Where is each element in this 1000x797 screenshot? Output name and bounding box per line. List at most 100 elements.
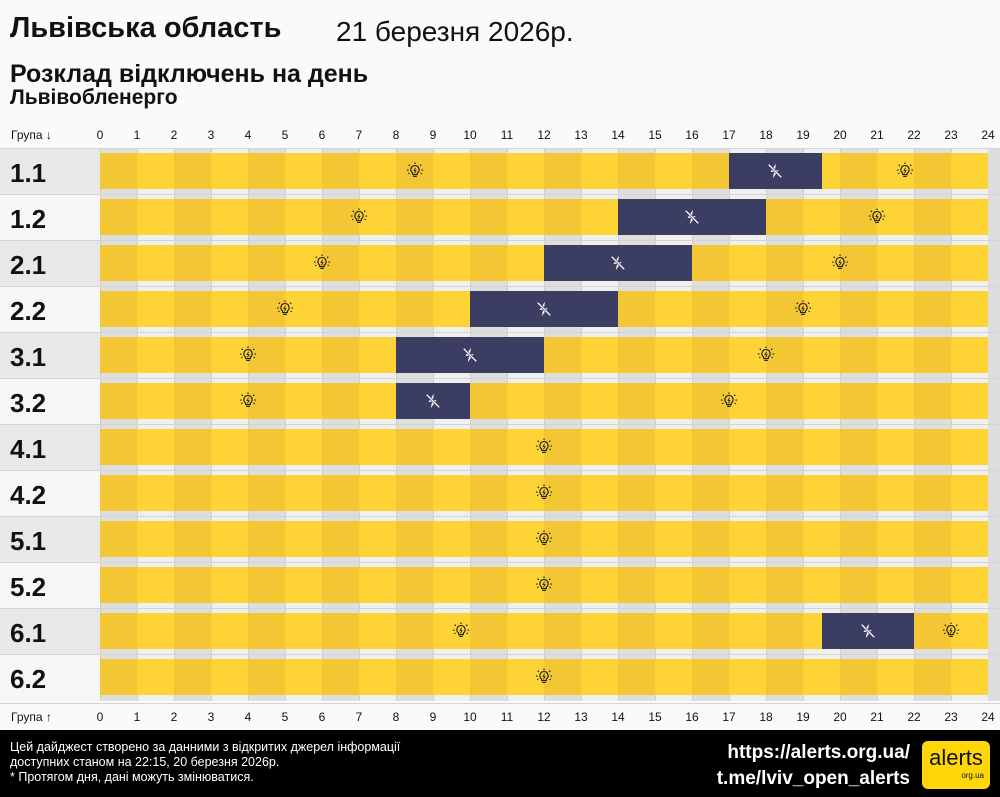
power-on-bar — [803, 521, 840, 557]
power-on-bar — [840, 199, 877, 235]
power-on-bar — [359, 199, 396, 235]
telegram-link[interactable]: t.me/lviv_open_alerts — [716, 768, 910, 789]
tick-label: 17 — [722, 128, 736, 142]
power-on-bar — [618, 337, 655, 373]
tick-label: 9 — [429, 710, 437, 724]
power-on-bar — [692, 429, 729, 465]
power-on-bar — [692, 659, 729, 695]
group-label: 5.1 — [10, 526, 47, 556]
power-on-bar — [914, 383, 951, 419]
grid-end — [988, 563, 1000, 609]
power-on-bar — [396, 291, 433, 327]
lightbulb-icon — [535, 576, 553, 594]
power-on-bar — [137, 245, 174, 281]
power-on-bar — [914, 291, 951, 327]
power-on-bar — [544, 429, 581, 465]
group-row: 5.2 — [0, 562, 1000, 609]
tick-label: 5 — [281, 710, 289, 724]
power-on-bar — [692, 613, 729, 649]
power-on-bar — [211, 429, 248, 465]
tick-label: 15 — [648, 128, 662, 142]
power-on-bar — [618, 291, 655, 327]
power-on-bar — [581, 475, 618, 511]
power-on-bar — [322, 245, 359, 281]
power-on-bar — [877, 291, 914, 327]
power-on-bar — [877, 659, 914, 695]
lightbulb-icon — [794, 300, 812, 318]
power-on-bar — [211, 291, 248, 327]
power-on-bar — [470, 245, 507, 281]
power-on-bar — [581, 153, 618, 189]
power-on-bar — [544, 337, 581, 373]
grid-end — [988, 471, 1000, 517]
power-on-bar — [766, 475, 803, 511]
power-on-bar — [470, 199, 507, 235]
power-on-bar — [100, 475, 137, 511]
power-on-bar — [137, 383, 174, 419]
power-on-bar — [655, 383, 692, 419]
power-on-bar — [322, 475, 359, 511]
power-on-bar — [100, 567, 137, 603]
power-on-bar — [137, 153, 174, 189]
power-on-bar — [137, 199, 174, 235]
power-on-bar — [729, 521, 766, 557]
page-subtitle: Розклад відключень на день — [10, 60, 369, 88]
power-on-bar — [433, 475, 470, 511]
power-on-bar — [174, 337, 211, 373]
power-on-bar — [433, 613, 470, 649]
power-on-bar — [914, 429, 951, 465]
power-on-bar — [692, 153, 729, 189]
power-on-bar — [285, 337, 322, 373]
power-on-bar — [803, 337, 840, 373]
group-label: 4.2 — [10, 480, 47, 510]
power-on-bar — [951, 475, 988, 511]
label-bg — [0, 241, 100, 287]
power-on-bar — [803, 245, 840, 281]
group-row: 4.1 — [0, 424, 1000, 471]
power-on-bar — [359, 613, 396, 649]
power-on-bar — [544, 521, 581, 557]
power-on-bar — [803, 475, 840, 511]
power-on-bar — [285, 383, 322, 419]
power-on-bar — [729, 337, 766, 373]
power-on-bar — [544, 199, 581, 235]
power-on-bar — [285, 567, 322, 603]
power-on-bar — [211, 153, 248, 189]
power-on-bar — [433, 291, 470, 327]
tick-label: 10 — [463, 128, 477, 142]
power-on-bar — [100, 337, 137, 373]
lightbulb-icon — [868, 208, 886, 226]
power-on-bar — [359, 291, 396, 327]
power-on-bar — [803, 383, 840, 419]
tick-label: 21 — [870, 710, 884, 724]
power-on-bar — [248, 613, 285, 649]
power-on-bar — [322, 383, 359, 419]
power-on-bar — [877, 521, 914, 557]
tick-label: 13 — [574, 710, 588, 724]
power-on-bar — [285, 475, 322, 511]
tick-label: 20 — [833, 710, 847, 724]
power-on-bar — [581, 567, 618, 603]
lightbulb-icon — [406, 162, 424, 180]
power-on-bar — [211, 659, 248, 695]
group-row: 5.1 — [0, 516, 1000, 563]
power-on-bar — [174, 383, 211, 419]
group-label: 1.1 — [10, 158, 47, 188]
tick-label: 8 — [392, 128, 400, 142]
power-off-icon — [766, 162, 784, 180]
power-on-bar — [507, 383, 544, 419]
tick-label: 12 — [537, 710, 551, 724]
lightbulb-icon — [239, 346, 257, 364]
power-on-bar — [285, 245, 322, 281]
site-link[interactable]: https://alerts.org.ua/ — [727, 742, 910, 763]
lightbulb-icon — [757, 346, 775, 364]
power-on-bar — [285, 153, 322, 189]
tick-label: 1 — [133, 710, 141, 724]
power-on-bar — [470, 613, 507, 649]
power-on-bar — [174, 245, 211, 281]
tick-label: 18 — [759, 710, 773, 724]
lightbulb-icon — [720, 392, 738, 410]
power-on-bar — [914, 337, 951, 373]
group-label: 6.1 — [10, 618, 47, 648]
power-on-bar — [766, 245, 803, 281]
